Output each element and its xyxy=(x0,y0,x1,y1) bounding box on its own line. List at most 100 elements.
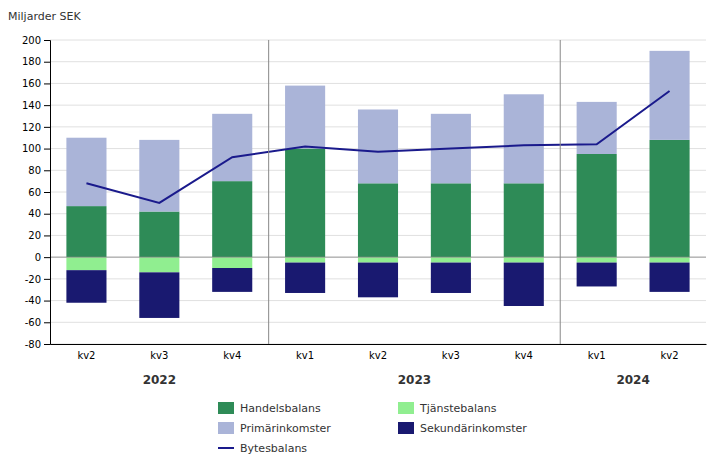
legend-swatch xyxy=(218,422,234,434)
legend-swatch xyxy=(218,447,234,449)
marks xyxy=(50,51,706,318)
y-axis-line xyxy=(44,41,51,345)
y-tick-label: -40 xyxy=(25,295,41,306)
y-tick-mark xyxy=(44,214,50,215)
y-tick: -60 xyxy=(25,317,50,328)
y-tick-label: 20 xyxy=(28,230,41,241)
y-tick: 120 xyxy=(22,122,50,133)
bar xyxy=(66,270,106,303)
bar xyxy=(504,94,544,183)
x-tick-label: kv2 xyxy=(369,350,387,361)
y-tick-label: -80 xyxy=(25,339,41,350)
y-tick-mark xyxy=(44,149,50,150)
grid-line xyxy=(50,257,706,258)
legend-label: Bytesbalans xyxy=(240,442,307,455)
group-label: 2024 xyxy=(616,373,649,387)
y-tick-label: 180 xyxy=(22,56,41,67)
y-tick-mark xyxy=(44,279,50,280)
bar xyxy=(358,263,398,298)
y-tick: -20 xyxy=(25,274,50,285)
y-tick-mark xyxy=(44,192,50,193)
x-tick: kv1 xyxy=(588,344,606,361)
y-axis: -80-60-40-20020406080100120140160180200 xyxy=(22,35,51,350)
y-tick: 200 xyxy=(22,35,50,46)
bar xyxy=(650,257,690,262)
legend-item: Bytesbalans xyxy=(218,442,307,455)
bar xyxy=(358,257,398,262)
bar xyxy=(66,257,106,270)
x-tick: kv3 xyxy=(442,344,460,361)
legend-swatch xyxy=(218,402,234,414)
legend-swatch xyxy=(398,402,414,414)
chart: -80-60-40-20020406080100120140160180200k… xyxy=(0,0,726,476)
bar xyxy=(504,257,544,262)
y-tick-mark xyxy=(44,127,50,128)
y-tick-mark xyxy=(44,62,50,63)
y-tick: -80 xyxy=(25,339,50,350)
x-tick-label: kv2 xyxy=(77,350,95,361)
x-tick: kv2 xyxy=(369,344,387,361)
bar xyxy=(139,257,179,272)
y-tick: -40 xyxy=(25,295,50,306)
y-tick-mark xyxy=(44,83,50,84)
plot-area: -80-60-40-20020406080100120140160180200k… xyxy=(22,35,707,387)
y-tick-mark xyxy=(44,235,50,236)
legend: HandelsbalansTjänstebalansPrimärinkomste… xyxy=(218,402,527,455)
x-axis-line xyxy=(51,344,707,345)
bar-series xyxy=(66,263,689,318)
bar xyxy=(212,114,252,181)
legend-item: Sekundärinkomster xyxy=(398,422,527,435)
bar xyxy=(431,257,471,262)
bar xyxy=(212,268,252,292)
y-tick-mark xyxy=(44,301,50,302)
y-tick: 140 xyxy=(22,100,50,111)
y-tick-label: 60 xyxy=(28,187,41,198)
y-tick: 20 xyxy=(28,230,50,241)
x-tick: kv3 xyxy=(150,344,168,361)
y-tick-mark xyxy=(44,322,50,323)
zero-line xyxy=(50,257,706,258)
group-separators xyxy=(269,40,561,344)
group-separator xyxy=(268,40,269,344)
bar-series xyxy=(66,51,689,212)
y-tick: 100 xyxy=(22,143,50,154)
bar xyxy=(577,263,617,287)
x-tick: kv4 xyxy=(223,344,241,361)
group-label: 2023 xyxy=(398,373,431,387)
x-tick-label: kv1 xyxy=(588,350,606,361)
legend-item: Primärinkomster xyxy=(218,422,331,435)
bar xyxy=(504,263,544,306)
y-tick-label: 200 xyxy=(22,35,41,46)
x-tick-label: kv3 xyxy=(150,350,168,361)
grid-line xyxy=(50,83,706,84)
grid xyxy=(50,40,706,344)
grid-line xyxy=(50,322,706,323)
x-tick: kv1 xyxy=(296,344,314,361)
bar xyxy=(431,263,471,293)
bar xyxy=(285,263,325,293)
x-tick-label: kv1 xyxy=(296,350,314,361)
y-tick-label: 100 xyxy=(22,143,41,154)
bar xyxy=(358,109,398,183)
bar xyxy=(358,183,398,257)
bar xyxy=(650,51,690,140)
y-tick-mark xyxy=(44,105,50,106)
bar xyxy=(650,263,690,292)
grid-line xyxy=(50,40,706,41)
legend-label: Sekundärinkomster xyxy=(420,422,527,435)
y-tick: 160 xyxy=(22,78,50,89)
y-tick: 0 xyxy=(35,252,50,263)
y-tick-label: -20 xyxy=(25,274,41,285)
x-tick-label: kv4 xyxy=(515,350,533,361)
bar xyxy=(577,257,617,262)
bar xyxy=(66,138,106,206)
x-tick-label: kv2 xyxy=(661,350,679,361)
y-tick-label: 160 xyxy=(22,78,41,89)
x-tick: kv4 xyxy=(515,344,533,361)
bar xyxy=(504,183,544,257)
bar xyxy=(285,257,325,262)
y-tick-mark xyxy=(44,257,50,258)
y-axis-title: Miljarder SEK xyxy=(8,10,81,23)
group-separator xyxy=(560,40,561,344)
legend-label: Primärinkomster xyxy=(240,422,331,435)
